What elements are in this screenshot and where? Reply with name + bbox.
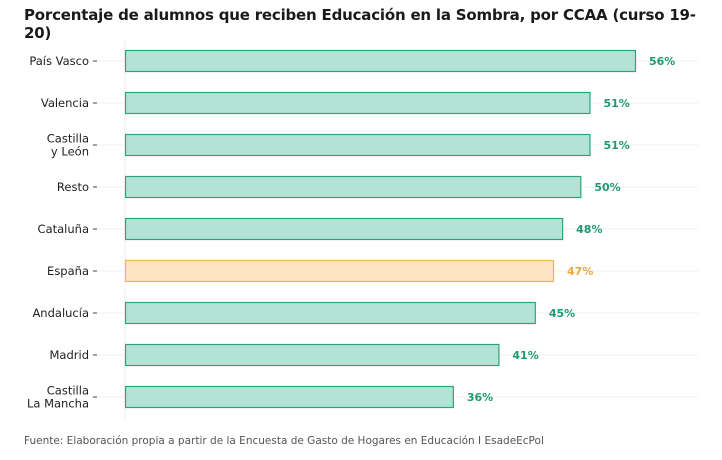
category-label: España: [47, 264, 89, 278]
category-label: Resto: [57, 180, 89, 194]
category-label: y León: [51, 145, 89, 159]
category-label: Andalucía: [32, 306, 89, 320]
category-label: Valencia: [41, 96, 89, 110]
category-label: Cataluña: [38, 222, 89, 236]
bar: [124, 217, 564, 241]
category-label: Castilla: [47, 384, 89, 398]
data-label: 48%: [576, 223, 602, 236]
bar: [124, 343, 500, 367]
bar: [124, 49, 637, 73]
data-label: 47%: [567, 265, 593, 278]
data-label: 51%: [603, 139, 629, 152]
bar: [124, 259, 555, 283]
data-label: 36%: [467, 391, 493, 404]
data-label: 50%: [594, 181, 620, 194]
source-note: Fuente: Elaboración propia a partir de l…: [24, 435, 544, 447]
bar: [124, 175, 582, 199]
chart-title: Porcentaje de alumnos que reciben Educac…: [24, 6, 696, 42]
category-label: Madrid: [50, 348, 90, 362]
category-label: La Mancha: [27, 397, 89, 411]
bar: [124, 91, 591, 115]
bar: [124, 301, 536, 325]
data-label: 45%: [549, 307, 575, 320]
bar: [124, 133, 591, 157]
category-label: País Vasco: [29, 54, 89, 68]
data-label: 56%: [649, 55, 675, 68]
data-label: 41%: [512, 349, 538, 362]
data-label: 51%: [603, 97, 629, 110]
bar: [124, 385, 454, 409]
category-label: Castilla: [47, 132, 89, 146]
